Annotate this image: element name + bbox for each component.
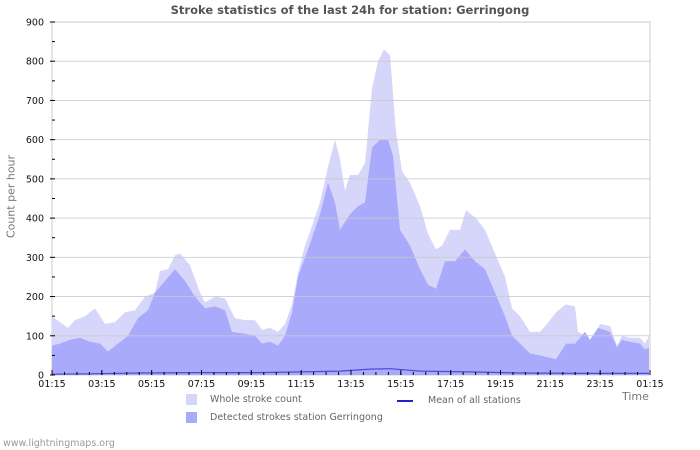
legend-swatch-mean [397,399,413,402]
svg-text:09:15: 09:15 [238,379,265,390]
svg-text:15:15: 15:15 [387,379,414,390]
svg-text:500: 500 [26,174,44,185]
legend-whole-stroke-count: Whole stroke count [186,394,302,405]
svg-text:07:15: 07:15 [188,379,215,390]
svg-text:300: 300 [26,253,44,264]
mean-line [51,368,649,375]
legend-label: Mean of all stations [428,395,521,406]
legend-swatch-whole [186,394,197,405]
legend-label: Whole stroke count [210,394,302,405]
svg-text:400: 400 [26,214,44,225]
svg-text:100: 100 [26,331,44,342]
x-axis-label: Time [622,390,649,403]
legend-mean-all-stations: Mean of all stations [397,395,521,406]
chart-title: Stroke statistics of the last 24h for st… [170,3,530,17]
svg-text:21:15: 21:15 [537,379,564,390]
svg-text:03:15: 03:15 [88,379,115,390]
svg-text:13:15: 13:15 [337,379,364,390]
legend-swatch-detected [186,412,197,423]
legend-label: Detected strokes station Gerringong [210,412,383,423]
svg-text:600: 600 [26,135,44,146]
svg-text:23:15: 23:15 [586,379,613,390]
svg-text:700: 700 [26,96,44,107]
svg-text:19:15: 19:15 [487,379,514,390]
legend-detected-strokes: Detected strokes station Gerringong [186,412,383,423]
svg-text:17:15: 17:15 [437,379,464,390]
svg-text:01:15: 01:15 [38,379,65,390]
svg-text:11:15: 11:15 [287,379,314,390]
footer-link[interactable]: www.lightningmaps.org [3,438,115,449]
svg-text:900: 900 [26,18,44,29]
svg-text:200: 200 [26,292,44,303]
svg-text:05:15: 05:15 [138,379,165,390]
svg-text:01:15: 01:15 [636,379,663,390]
area-whole-stroke-count [52,49,649,375]
svg-text:800: 800 [26,57,44,68]
svg-text:0: 0 [38,371,44,382]
